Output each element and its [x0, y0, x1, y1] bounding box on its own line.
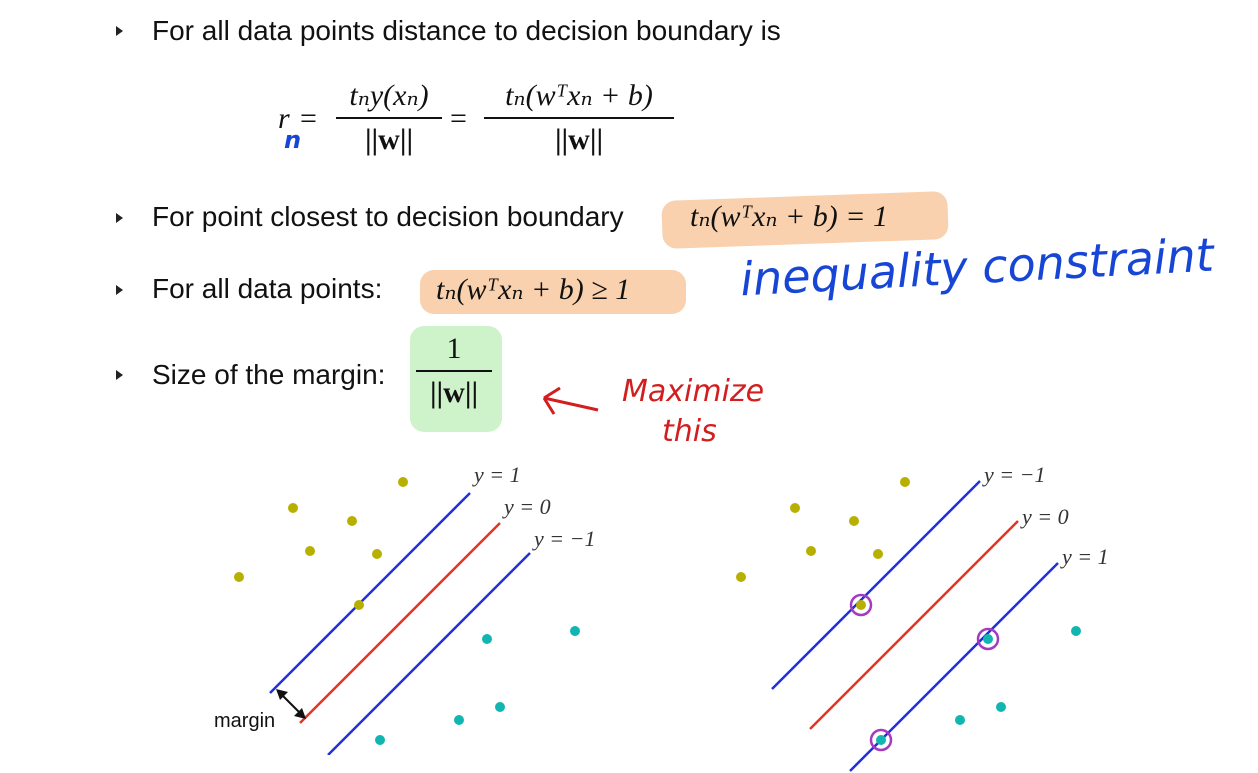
annotation-maximize: Maximize — [622, 374, 765, 409]
point-class-a — [790, 503, 800, 513]
point-class-b — [876, 735, 886, 745]
point-class-a — [305, 546, 315, 556]
point-class-b — [996, 702, 1006, 712]
bullet-text-2: For point closest to decision boundary — [152, 201, 624, 232]
left-line-ym1 — [327, 552, 531, 755]
point-class-a — [900, 477, 910, 487]
support-vector-circle — [976, 627, 1000, 651]
support-vector-circle — [849, 593, 873, 617]
point-class-b — [1071, 626, 1081, 636]
right-label-y1: y = 1 — [1062, 544, 1109, 569]
right-line-y0 — [809, 520, 1019, 730]
red-arrow-icon — [542, 386, 599, 415]
left-svm-plot — [234, 477, 580, 755]
right-label-y0: y = 0 — [1022, 504, 1069, 529]
right-line-y1 — [849, 562, 1059, 772]
bullet-text-3: For all data points: — [152, 273, 383, 304]
margin-arrow-head-1 — [276, 689, 288, 700]
margin-frac-num: 1 — [446, 332, 462, 365]
margin-frac-den: ||w|| — [429, 376, 479, 409]
eq-frac-2-den: ||w|| — [554, 123, 604, 156]
left-line-y1 — [269, 492, 471, 694]
point-class-a — [736, 572, 746, 582]
eq-frac-1: tₙy(xₙ) ||w|| — [336, 78, 442, 157]
left-label-y0: y = 0 — [504, 494, 551, 519]
right-line-ym1 — [771, 480, 981, 690]
support-vector-circle — [869, 728, 893, 752]
equation-distance: r n = tₙy(xₙ) ||w|| = tₙ(wᵀxₙ + b) ||w|| — [270, 74, 690, 174]
point-class-a — [398, 477, 408, 487]
bullet-marker — [116, 285, 123, 295]
bullet-text-1: For all data points distance to decision… — [152, 15, 781, 46]
equation-closest-point: tₙ(wᵀxₙ + b) = 1 — [690, 200, 889, 233]
margin-arrow-head-2 — [294, 708, 306, 719]
point-class-b — [495, 702, 505, 712]
left-line-y0 — [299, 522, 501, 724]
bullet-marker — [116, 26, 123, 36]
point-class-a — [849, 516, 859, 526]
eq-frac-1-bar — [336, 117, 442, 119]
point-class-b — [482, 634, 492, 644]
equation-margin-size: 1 ||w|| — [416, 332, 492, 410]
handwritten-subscript-n: n — [284, 126, 302, 154]
eq-frac-2-bar — [484, 117, 674, 119]
eq-frac-1-num: tₙy(xₙ) — [349, 79, 429, 112]
right-svm-plot — [736, 477, 1081, 772]
eq-frac-2: tₙ(wᵀxₙ + b) ||w|| — [484, 78, 674, 157]
highlight-margin-size — [410, 326, 502, 432]
right-label-ym1: y = −1 — [984, 462, 1046, 487]
point-class-a — [234, 572, 244, 582]
left-label-ym1: y = −1 — [534, 526, 596, 551]
eq-equals-1: = — [300, 102, 317, 135]
point-class-a — [347, 516, 357, 526]
eq-frac-2-num: tₙ(wᵀxₙ + b) — [505, 79, 653, 112]
point-class-b — [570, 626, 580, 636]
annotation-this: this — [662, 414, 717, 449]
point-class-b — [375, 735, 385, 745]
highlight-equation-3 — [420, 270, 686, 314]
point-class-b — [955, 715, 965, 725]
point-class-a — [856, 600, 866, 610]
bullet-text-4: Size of the margin: — [152, 359, 386, 390]
point-class-a — [806, 546, 816, 556]
eq-equals-2: = — [450, 102, 467, 135]
eq-frac-1-den: ||w|| — [364, 123, 414, 156]
point-class-b — [983, 634, 993, 644]
eq-lhs: r — [278, 102, 290, 135]
point-class-a — [873, 549, 883, 559]
point-class-a — [372, 549, 382, 559]
point-class-a — [288, 503, 298, 513]
equation-inequality: tₙ(wᵀxₙ + b) ≥ 1 — [436, 273, 631, 306]
bullet-marker — [116, 370, 123, 380]
point-class-b — [454, 715, 464, 725]
margin-label: margin — [214, 710, 276, 732]
margin-frac-bar — [416, 370, 492, 372]
point-class-a — [354, 600, 364, 610]
bullet-marker — [116, 213, 123, 223]
left-label-y1: y = 1 — [474, 462, 521, 487]
